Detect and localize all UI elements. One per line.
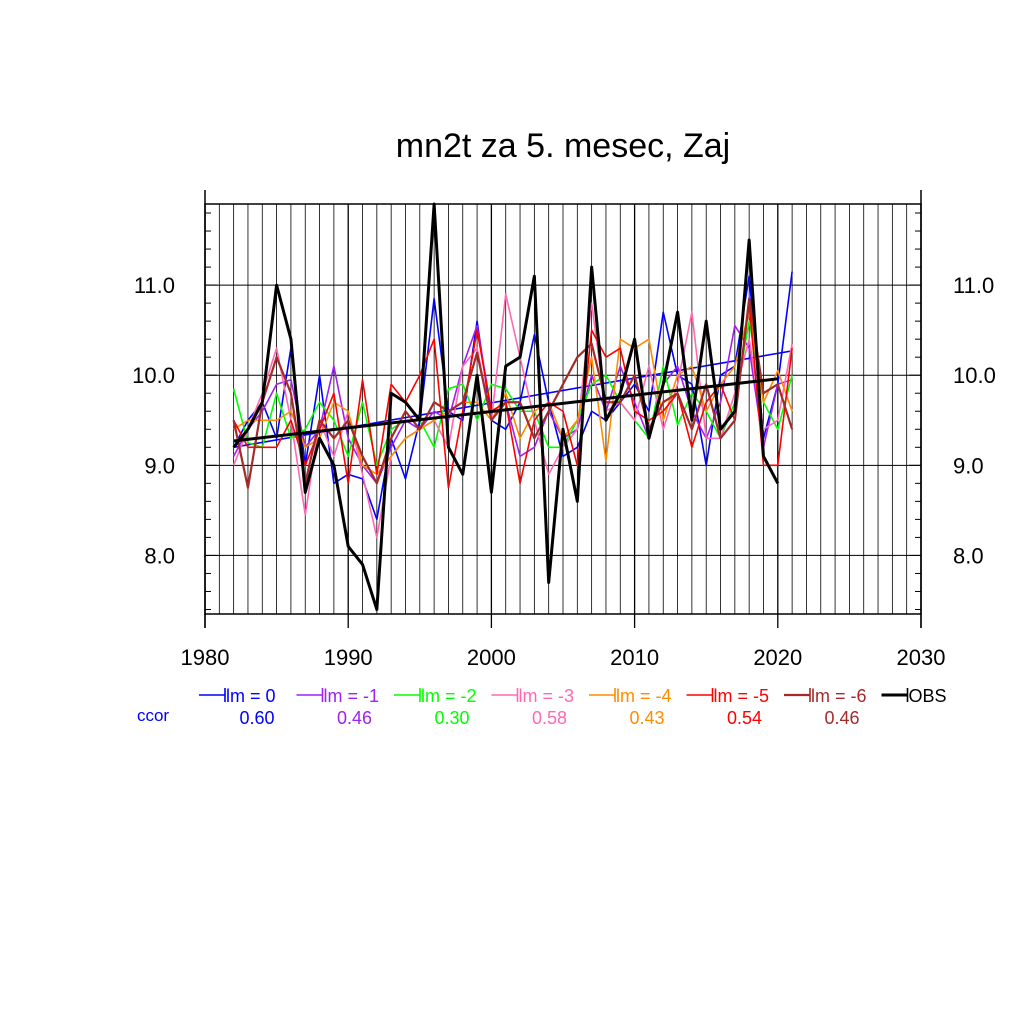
series-layer <box>232 202 794 611</box>
x-tick-label: 1980 <box>181 645 230 670</box>
y-tick-label-left: 10.0 <box>132 363 175 388</box>
x-tick-label: 2030 <box>897 645 946 670</box>
axis-layer: 8.0 8.0 9.0 9.0 10.0 10.0 11.0 11.0 1980 1990 2000… <box>132 212 996 670</box>
y-tick-label-left: 9.0 <box>144 453 175 478</box>
x-tick-label: 2000 <box>467 645 516 670</box>
series-line-5 <box>232 302 793 489</box>
legend-label-5: lm = -5 <box>714 686 770 706</box>
y-tick-label-right: 10.0 <box>953 363 996 388</box>
legend-label-7: OBS <box>909 686 947 706</box>
x-tick-label: 2020 <box>753 645 802 670</box>
ccor-label: ccor <box>137 706 169 725</box>
y-tick-label-right: 8.0 <box>953 543 984 568</box>
legend-label-2: lm = -2 <box>421 686 477 706</box>
legend-ccor-value-1: 0.46 <box>337 708 372 728</box>
x-tick-label: 1990 <box>324 645 373 670</box>
legend-ccor-value-6: 0.46 <box>824 708 859 728</box>
legend-ccor-value-5: 0.54 <box>727 708 762 728</box>
legend-label-4: lm = -4 <box>616 686 672 706</box>
trend-line-7 <box>233 377 778 443</box>
y-tick-label-left: 11.0 <box>134 273 175 298</box>
legend-label-3: lm = -3 <box>519 686 575 706</box>
chart-title: mn2t za 5. mesec, Zaj <box>396 127 730 165</box>
y-tick-label-right: 9.0 <box>953 453 984 478</box>
legend-ccor-value-2: 0.30 <box>434 708 469 728</box>
x-tick-label: 2010 <box>610 645 659 670</box>
legend-ccor-value-4: 0.43 <box>629 708 664 728</box>
legend-ccor-value-0: 0.60 <box>239 708 274 728</box>
y-tick-label-right: 11.0 <box>953 273 994 298</box>
legend-label-1: lm = -1 <box>324 686 380 706</box>
legend-ccor-value-3: 0.58 <box>532 708 567 728</box>
series-line-7 <box>232 202 780 611</box>
y-tick-label-left: 8.0 <box>144 543 175 568</box>
legend-label-6: lm = -6 <box>811 686 867 706</box>
legend-label-0: lm = 0 <box>226 686 276 706</box>
